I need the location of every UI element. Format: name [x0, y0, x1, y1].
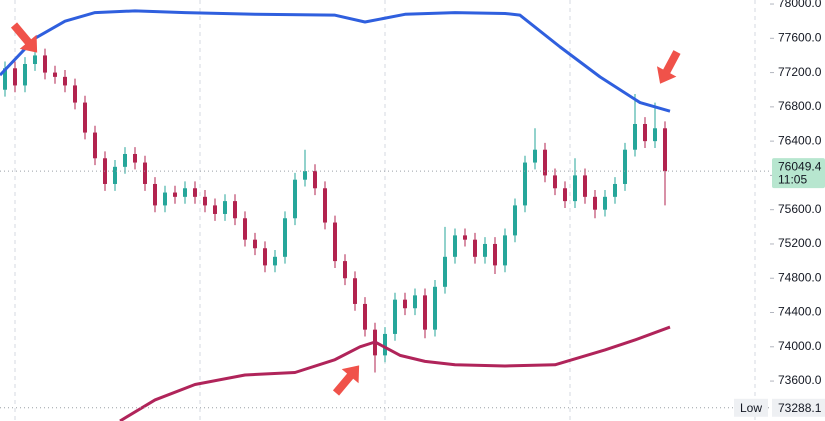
arrow [332, 365, 360, 396]
candle-body [173, 192, 177, 197]
candle-body [223, 201, 227, 214]
candle-body [253, 239, 257, 249]
candle-body [603, 196, 607, 210]
y-tick-label: 75600.0 [778, 202, 822, 216]
candle-body [413, 295, 417, 309]
candle-body [153, 183, 157, 206]
candle-body [543, 149, 547, 176]
candle-body [623, 149, 627, 184]
band-line [119, 325, 671, 421]
candle-body [423, 295, 427, 330]
candle-body [593, 196, 597, 210]
candle-body [283, 218, 287, 257]
candle-body [163, 192, 167, 206]
candle-body [263, 248, 267, 266]
candle-body [203, 196, 207, 206]
candle-body [63, 76, 67, 86]
low-tag-box [734, 398, 768, 417]
candle-body [123, 153, 127, 167]
candle-body [193, 188, 197, 197]
candle-body [23, 64, 27, 86]
candle-body [93, 132, 97, 159]
candle-body [233, 201, 237, 219]
y-tick-label: 77600.0 [778, 30, 822, 44]
candle-body [53, 72, 57, 77]
y-tick-label: 77200.0 [778, 65, 822, 79]
candle-body [293, 179, 297, 219]
candle-body [503, 235, 507, 266]
candle-body [363, 303, 367, 330]
candle-body [183, 188, 187, 197]
plot [0, 9, 770, 421]
low-value-label: 73288.1 [778, 401, 822, 415]
candle-body [513, 205, 517, 236]
candle-body [113, 166, 117, 184]
candle-body [613, 183, 617, 197]
candle-body [403, 299, 407, 309]
candle-body [3, 68, 7, 90]
candle-body [13, 68, 17, 86]
y-tick-label: 75200.0 [778, 236, 822, 250]
candle-body [443, 256, 447, 287]
last-price-box [772, 158, 825, 189]
band-line [0, 9, 671, 113]
candle-body [583, 175, 587, 197]
candle-body [433, 286, 437, 330]
last-price-label: 76049.4 [778, 159, 822, 173]
low-tag: Low [740, 401, 762, 415]
candle-body [143, 162, 147, 184]
candle-body [663, 128, 667, 172]
candle-body [313, 171, 317, 189]
y-tick-label: 76400.0 [778, 133, 822, 147]
candle-body [463, 235, 467, 240]
candle-body [633, 123, 637, 150]
candle-body [383, 333, 387, 356]
candle-body [303, 171, 307, 180]
low-value-box [772, 398, 825, 417]
candle-body [133, 153, 137, 163]
vertical-grid [14, 0, 756, 421]
price-axis: 73600.0 74000.0 74400.0 74800.0 75200.0 75600… [734, 0, 825, 417]
candle-body [33, 55, 37, 65]
candle-body [493, 243, 497, 266]
candle-body [43, 55, 47, 73]
candle-body [83, 102, 87, 133]
y-tick-label: 74400.0 [778, 305, 822, 319]
candle-body [473, 239, 477, 257]
candle-body [243, 218, 247, 240]
candle-body [563, 188, 567, 202]
y-tick-label: 74000.0 [778, 339, 822, 353]
candle-body [483, 243, 487, 257]
candle-body [213, 205, 217, 214]
candle-body [333, 222, 337, 262]
candle-body [73, 85, 77, 103]
y-tick-label: 76800.0 [778, 99, 822, 113]
y-tick-label: 73600.0 [778, 373, 822, 387]
candle-body [553, 175, 557, 189]
candle-body [573, 175, 577, 202]
y-tick-label: 74800.0 [778, 270, 822, 284]
candle-body [453, 235, 457, 257]
candle-body [353, 278, 357, 304]
candle-body [523, 162, 527, 206]
arrow [10, 22, 38, 53]
candle-body [323, 188, 327, 223]
candle-body [653, 128, 657, 142]
y-tick-label: 78000.0 [778, 0, 822, 10]
arrow [656, 50, 681, 84]
arrows [10, 22, 681, 396]
countdown: 11:05 [778, 172, 807, 186]
candle-body [273, 256, 277, 266]
candle-body [533, 149, 537, 163]
candle-body [343, 261, 347, 279]
candle-body [643, 123, 647, 142]
candle-body [393, 299, 397, 334]
